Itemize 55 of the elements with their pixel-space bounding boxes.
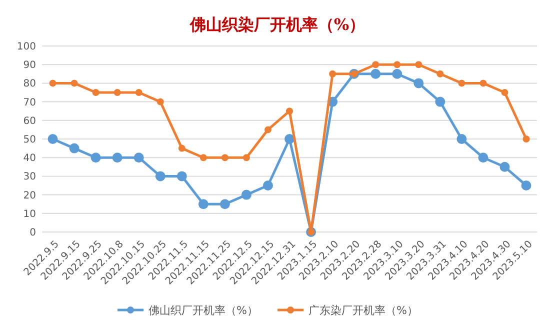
point [372, 61, 380, 68]
point [70, 80, 78, 87]
point [176, 171, 187, 182]
point [456, 134, 467, 144]
y-tick-label: 30 [23, 172, 36, 183]
point [134, 152, 144, 163]
point [221, 154, 228, 162]
point [156, 98, 164, 106]
point [480, 80, 487, 87]
y-tick-label: 100 [16, 42, 36, 52]
point [92, 89, 100, 96]
point [478, 152, 488, 163]
y-tick-label: 80 [23, 78, 36, 90]
point [329, 70, 336, 78]
point [200, 154, 207, 162]
y-tick-label: 90 [23, 60, 36, 72]
point [501, 89, 508, 96]
point [69, 143, 80, 154]
point [114, 89, 121, 96]
point [178, 144, 186, 152]
y-tick-label: 70 [23, 97, 36, 108]
chart-title: 佛山织染厂开机率（%） [188, 15, 366, 34]
point [435, 96, 446, 107]
point [112, 152, 122, 163]
point [370, 68, 381, 79]
y-tick-label: 40 [23, 153, 36, 164]
point [522, 136, 530, 142]
point [48, 134, 58, 144]
legend-label: 广东染厂开机率（%） [308, 304, 418, 317]
y-tick-label: 0 [30, 228, 36, 238]
y-tick-label: 20 [23, 190, 36, 202]
point [286, 108, 293, 115]
point [436, 70, 444, 78]
point [242, 154, 250, 162]
point [414, 78, 424, 88]
point [521, 180, 532, 190]
y-tick-label: 10 [23, 208, 36, 220]
point [500, 162, 510, 172]
point [220, 199, 230, 210]
point [392, 68, 402, 79]
point [198, 199, 208, 210]
point [458, 80, 466, 87]
point [394, 61, 401, 68]
y-tick-label: 50 [23, 134, 36, 146]
point [241, 190, 252, 200]
point [90, 152, 101, 163]
legend-label: 佛山织厂开机率（%） [148, 304, 258, 317]
point [49, 80, 56, 87]
y-tick-label: 60 [23, 116, 36, 127]
point [264, 126, 272, 134]
point [135, 89, 142, 96]
point [284, 134, 294, 144]
point [262, 180, 273, 190]
point [415, 61, 422, 68]
point [155, 171, 166, 182]
